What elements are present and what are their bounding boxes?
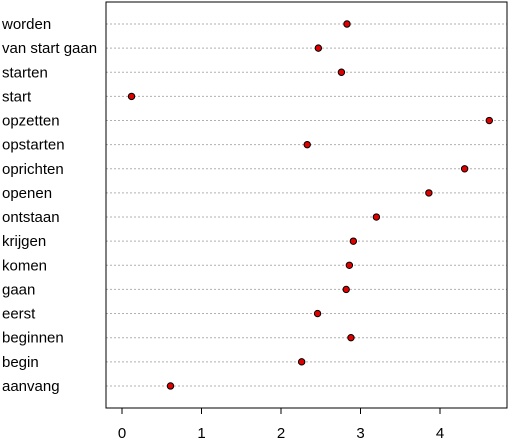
- category-label: worden: [1, 16, 51, 33]
- category-label: komen: [2, 257, 47, 274]
- data-point: [372, 213, 381, 221]
- category-label: oprichten: [2, 161, 64, 178]
- category-label: opstarten: [2, 137, 65, 154]
- category-label: start: [2, 88, 32, 105]
- category-labels: worden van start gaan starten start opzetten…: [1, 16, 97, 395]
- data-point: [337, 68, 346, 76]
- category-label: ontstaan: [2, 209, 60, 226]
- plot-frame: [105, 1, 508, 409]
- x-tick-label: 4: [436, 425, 444, 442]
- data-point: [349, 237, 358, 245]
- category-label: aanvang: [2, 378, 60, 395]
- x-axis: 0 1 2 3 4: [118, 408, 444, 442]
- category-label: van start gaan: [2, 40, 97, 57]
- category-label: begin: [2, 354, 39, 371]
- data-point: [342, 285, 350, 294]
- data-point: [460, 165, 469, 173]
- category-label: gaan: [2, 281, 35, 298]
- category-label: opzetten: [2, 113, 60, 130]
- category-label: eerst: [2, 306, 36, 323]
- gridlines: [106, 23, 507, 387]
- data-point: [127, 92, 136, 101]
- category-label: openen: [2, 185, 52, 202]
- x-tick-label: 0: [118, 425, 126, 442]
- data-point: [347, 333, 355, 342]
- category-label: beginnen: [2, 330, 64, 347]
- data-point: [425, 189, 433, 197]
- data-point: [345, 261, 354, 269]
- data-point: [485, 116, 493, 125]
- x-tick-label: 2: [277, 425, 285, 442]
- data-point: [166, 382, 175, 390]
- x-tick-label: 1: [197, 425, 205, 442]
- data-point: [303, 140, 311, 149]
- category-label: starten: [2, 64, 48, 81]
- data-points: [127, 20, 493, 390]
- data-point: [313, 309, 322, 318]
- category-label: krijgen: [2, 233, 46, 250]
- data-point: [297, 358, 306, 366]
- data-point: [314, 44, 323, 52]
- x-tick-label: 3: [356, 425, 364, 442]
- data-point: [343, 20, 351, 28]
